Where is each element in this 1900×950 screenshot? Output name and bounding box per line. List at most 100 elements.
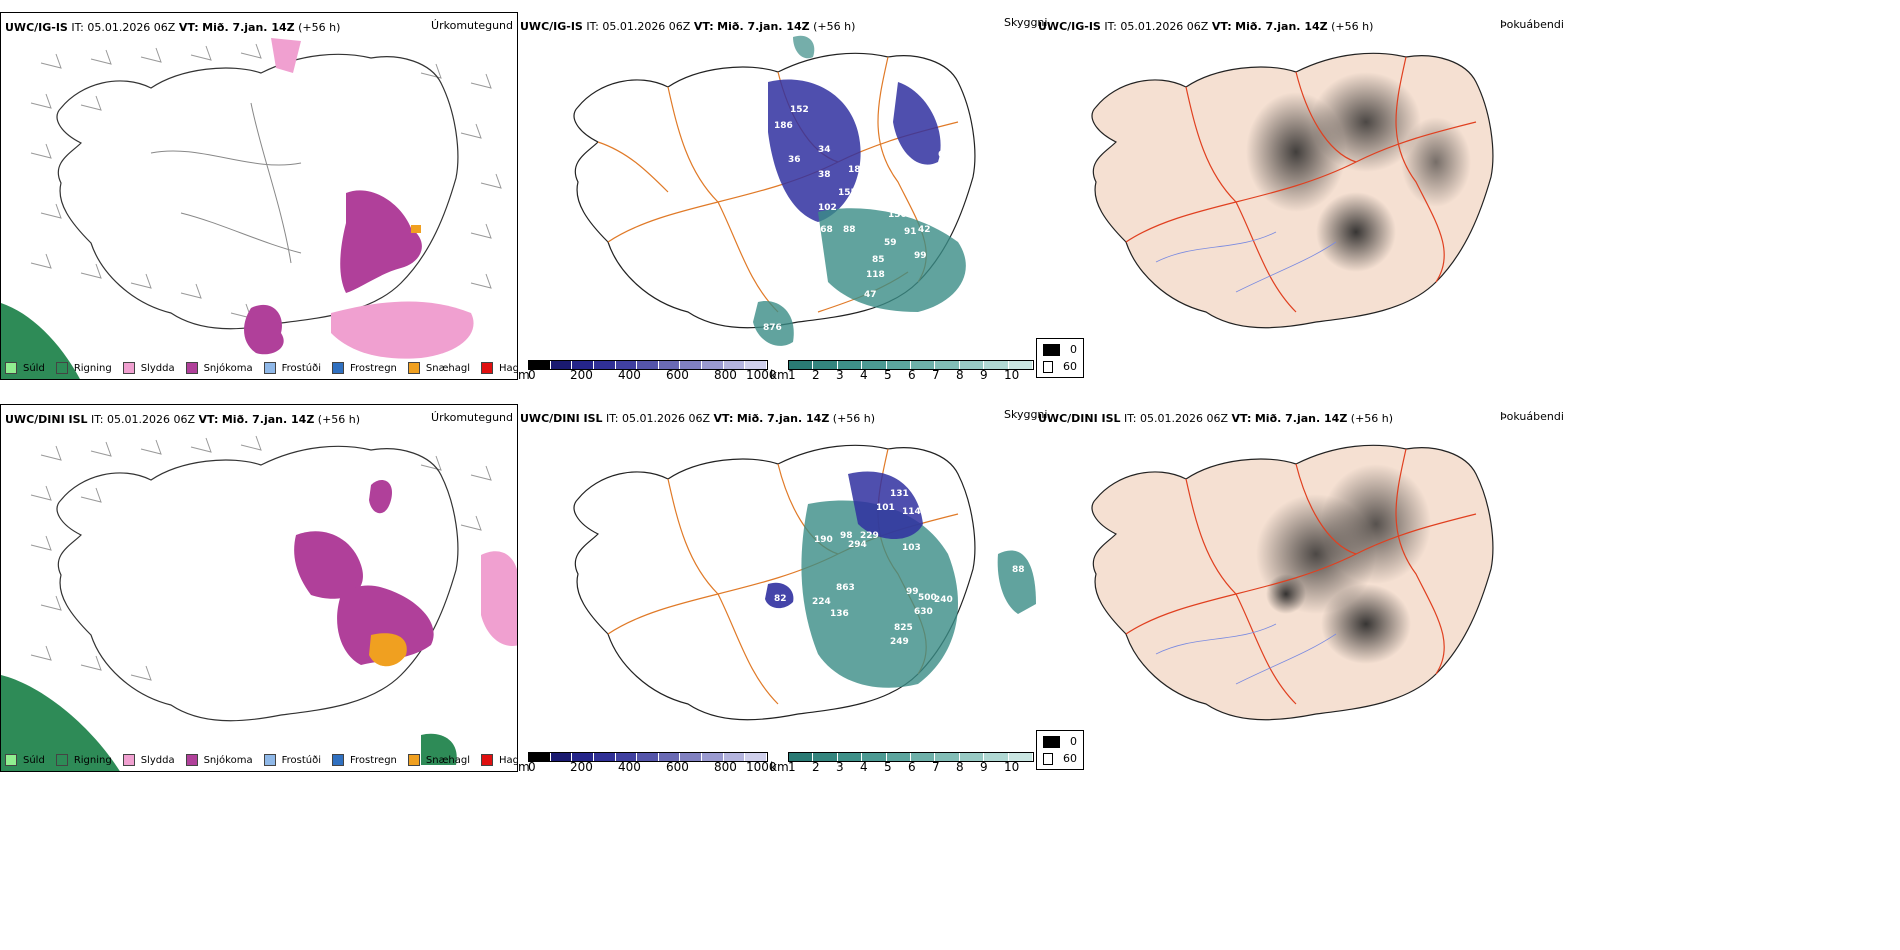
vis-label: 99	[906, 587, 919, 597]
vis-label: 65	[1014, 617, 1027, 627]
vis-label: 186	[774, 121, 793, 131]
precip-type-heading: Úrkomutegund	[431, 411, 513, 424]
vis-label: 131	[890, 489, 909, 499]
sleet-area-bottom	[481, 551, 517, 646]
vis-label: 168	[814, 225, 833, 235]
fog-panel-bottom: UWC/DINI ISL IT: 05.01.2026 06Z VT: Mið.…	[1036, 404, 1554, 772]
precip-type-map-top	[1, 38, 502, 379]
vis-label: 190	[814, 535, 833, 545]
legend-item-haglel: Haglél	[481, 362, 517, 374]
vis-label: 825	[894, 623, 913, 633]
vis-label: 240	[934, 595, 953, 605]
vis-label: 101	[876, 503, 895, 513]
fog-legend-top: 0 60	[1036, 338, 1084, 378]
legend-item-snjokoma: Snjókoma	[185, 362, 253, 374]
vis-teal-area-top-2	[753, 301, 794, 346]
legend-item-snaehagl: Snæhagl	[407, 754, 470, 766]
fog-legend-bottom: 0 60	[1036, 730, 1084, 770]
panel-title: UWC/IG-IS IT: 05.01.2026 06Z VT: Mið. 7.…	[5, 21, 341, 34]
precip-type-map-bottom	[1, 435, 517, 771]
visibility-heading: Skyggni	[1004, 16, 1048, 29]
vis-label: 500	[918, 593, 937, 603]
precip-type-legend-top: Súld Rigning Slydda Snjókoma Frostúði Fr…	[5, 359, 517, 377]
road-network-fog-top	[1125, 56, 1477, 313]
vis-label: 42	[918, 225, 931, 235]
vis-label: 67	[938, 150, 951, 160]
fog-area-bottom-3	[1321, 584, 1411, 664]
snow-grains-bottom	[369, 633, 407, 667]
visibility-map-top: 186 152 36 38 34 18 155 312 102 168 88 1…	[573, 35, 976, 346]
vis-label: 118	[866, 270, 885, 280]
fog-heading: Þokuábendi	[1500, 18, 1564, 31]
snow-area-bottom-2	[337, 585, 434, 665]
legend-item-snaehagl: Snæhagl	[407, 362, 470, 374]
vis-label: 103	[902, 543, 921, 553]
precip-type-panel-bottom: UWC/DINI ISL IT: 05.01.2026 06Z VT: Mið.…	[0, 404, 518, 772]
panel-title: UWC/DINI ISL IT: 05.01.2026 06Z VT: Mið.…	[5, 413, 361, 426]
legend-item-slydda: Slydda	[122, 754, 175, 766]
vis-label: 38	[818, 170, 831, 180]
legend-item-slydda: Slydda	[122, 362, 175, 374]
iceland-coastline-top-1	[56, 53, 459, 330]
vis-label: 47	[864, 290, 877, 300]
vis-label: 863	[836, 583, 855, 593]
panel-title: UWC/DINI ISL IT: 05.01.2026 06Z VT: Mið.…	[1038, 412, 1394, 425]
vis-label: 34	[818, 145, 831, 155]
legend-item-sudl: Súld	[5, 754, 45, 766]
fog-map-top	[1091, 52, 1494, 329]
fog-map-bottom	[1091, 444, 1494, 721]
vis-label: 85	[872, 255, 885, 265]
legend-item-snjokoma: Snjókoma	[185, 754, 253, 766]
vis-label: 630	[914, 607, 933, 617]
visibility-m-colorbar-bottom	[528, 752, 768, 762]
fog-heading: Þokuábendi	[1500, 410, 1564, 423]
vis-label: 36	[788, 155, 801, 165]
vis-label: 119	[774, 211, 793, 221]
visibility-m-ticks-bottom: m 0 200 400 600 800 1000	[518, 760, 777, 772]
rain-area-bottom	[1, 675, 120, 771]
visibility-map-bottom: 131 114 101 190 98 229 294 103 863 82 13…	[573, 444, 1036, 721]
vis-label: 136	[830, 609, 849, 619]
legend-item-sudl: Súld	[5, 362, 45, 374]
vis-label: 152	[790, 105, 809, 115]
snow-area-top-1	[340, 190, 422, 293]
fog-area-top-3	[1316, 192, 1396, 272]
vis-label: 18	[848, 165, 861, 175]
fog-area-bottom-2	[1321, 464, 1431, 584]
vis-label: 150	[888, 210, 907, 220]
vis-label: 88	[1012, 565, 1025, 575]
vis-low-area-top-1	[768, 79, 861, 222]
vis-label: 91	[904, 227, 917, 237]
iceland-coastline-bottom-1	[56, 445, 459, 722]
road-network-fog-bottom	[1125, 448, 1477, 705]
visibility-panel-top: 186 152 36 38 34 18 155 312 102 168 88 1…	[518, 12, 1036, 380]
legend-item-frostregn: Frostregn	[332, 754, 397, 766]
legend-item-rigning: Rigning	[55, 362, 112, 374]
panel-title: UWC/IG-IS IT: 05.01.2026 06Z VT: Mið. 7.…	[1038, 20, 1374, 33]
panel-title: UWC/DINI ISL IT: 05.01.2026 06Z VT: Mið.…	[520, 412, 876, 425]
vis-teal-area-top-1	[818, 208, 966, 312]
vis-low-area-top-2	[893, 82, 941, 165]
vis-label: 114	[902, 507, 921, 517]
rain-area-top	[1, 303, 80, 379]
visibility-heading: Skyggni	[1004, 408, 1048, 421]
vis-label: 312	[868, 188, 887, 198]
vis-label: 98	[840, 531, 853, 541]
visibility-panel-bottom: 131 114 101 190 98 229 294 103 863 82 13…	[518, 404, 1036, 772]
visibility-km-colorbar-top	[788, 360, 1034, 370]
vis-low-area-bottom-2	[765, 582, 794, 609]
visibility-km-ticks-bottom: km 1 2 3 4 5 6 7 8 9 10	[770, 760, 1020, 772]
fog-area-top-2	[1311, 72, 1421, 172]
vis-label: 82	[774, 594, 787, 604]
visibility-m-colorbar-top	[528, 360, 768, 370]
vis-teal-area-bottom-1	[801, 500, 958, 688]
vis-label: 229	[860, 531, 879, 541]
legend-item-frostudi: Frostúði	[263, 754, 321, 766]
sleet-area-top-1	[271, 38, 301, 73]
vis-label: 876	[763, 323, 782, 333]
panel-title: UWC/IG-IS IT: 05.01.2026 06Z VT: Mið. 7.…	[520, 20, 856, 33]
vis-label: 294	[848, 540, 867, 550]
vis-label: 39	[994, 629, 1007, 639]
vis-label: 88	[843, 225, 856, 235]
precip-type-heading: Úrkomutegund	[431, 19, 513, 32]
